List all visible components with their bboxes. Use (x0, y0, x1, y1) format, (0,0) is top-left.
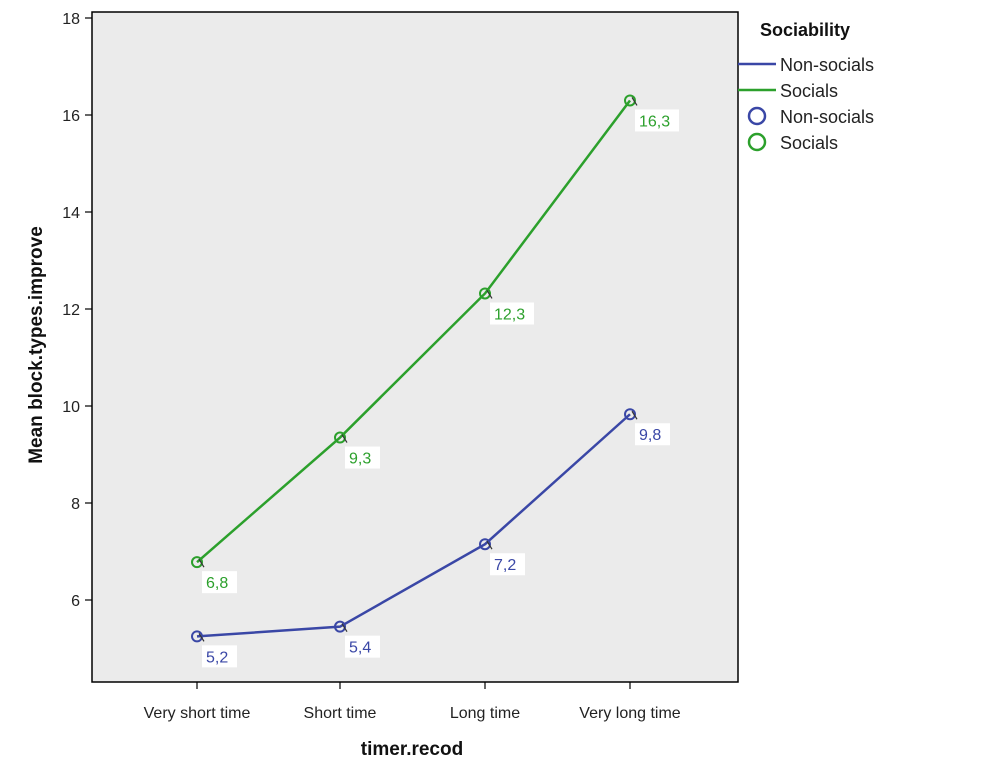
y-tick-label: 10 (62, 399, 80, 416)
series-data-labels: 5,2 5,4 7,2 9,8 6,8 9,3 12,3 16,3 (198, 97, 679, 668)
data-label-box (490, 302, 534, 325)
legend-line-label: Socials (780, 81, 838, 101)
data-point (334, 620, 346, 633)
legend: Sociability Non-socialsSocialsNon-social… (738, 20, 874, 153)
series-lines (196, 99, 631, 638)
y-tick-label: 18 (62, 11, 80, 28)
data-label-leader (341, 623, 348, 632)
x-axis-title: timer.recod (361, 739, 463, 760)
series-points (191, 94, 636, 643)
data-label: 5,2 (206, 649, 228, 666)
y-tick-label: 8 (71, 496, 80, 513)
data-point (624, 408, 636, 421)
data-point (479, 538, 491, 551)
y-tick-label: 16 (62, 108, 80, 125)
plot-area (91, 11, 739, 683)
data-label-leader (631, 410, 638, 420)
data-point (191, 556, 203, 569)
data-point (624, 94, 636, 107)
data-label-box (635, 423, 670, 446)
series-line (196, 413, 631, 638)
data-label: 5,4 (349, 640, 371, 657)
data-label-leader (198, 558, 205, 568)
data-label-leader (486, 290, 493, 299)
data-label-leader (198, 633, 205, 642)
data-point (334, 431, 346, 444)
data-label: 16,3 (639, 113, 670, 130)
data-label-box (345, 635, 380, 658)
data-label-box (635, 109, 679, 132)
series-line (196, 99, 631, 564)
legend-line-label: Non-socials (780, 55, 874, 75)
data-label: 7,2 (494, 557, 516, 574)
data-point (191, 630, 203, 643)
legend-marker-swatch (747, 132, 767, 152)
data-label-box (345, 446, 380, 469)
legend-title: Sociability (760, 20, 850, 40)
data-label: 9,3 (349, 451, 371, 468)
data-label-leader (631, 97, 638, 106)
data-label: 9,8 (639, 427, 661, 444)
data-label-leader (486, 540, 493, 550)
data-label: 6,8 (206, 575, 228, 592)
x-tick-label: Short time (304, 705, 377, 722)
x-tick-label: Long time (450, 705, 520, 722)
y-tick-label: 12 (62, 302, 80, 319)
y-axis: 6 8 10 12 14 16 18 (62, 11, 92, 610)
x-axis: Very short time Short time Long time Very l… (144, 682, 681, 722)
data-point (479, 287, 491, 300)
legend-marker-label: Socials (780, 133, 838, 153)
legend-entries: Non-socials Socials Non-socials Socials (738, 55, 874, 153)
data-label-box (490, 553, 525, 576)
data-label-box (202, 645, 237, 668)
y-tick-label: 6 (71, 593, 80, 610)
y-tick-label: 14 (62, 205, 80, 222)
data-label-leader (341, 434, 348, 443)
x-tick-label: Very short time (144, 705, 251, 722)
legend-marker-swatch (747, 106, 767, 126)
data-label: 12,3 (494, 306, 525, 323)
legend-marker-label: Non-socials (780, 107, 874, 127)
x-tick-label: Very long time (579, 705, 680, 722)
y-axis-title: Mean block.types.improve (26, 226, 47, 464)
data-label-box (202, 571, 237, 594)
